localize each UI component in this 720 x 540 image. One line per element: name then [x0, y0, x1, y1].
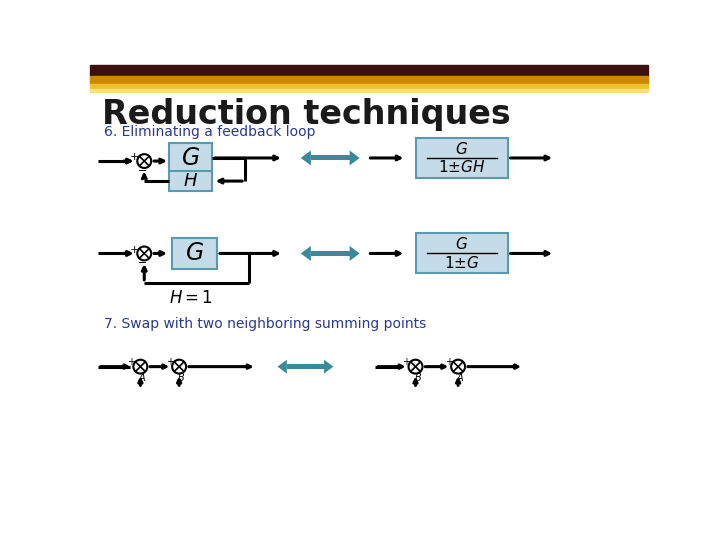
Bar: [90, 76, 648, 84]
Text: +: +: [127, 357, 135, 367]
Bar: [169, 143, 212, 173]
Text: $A$: $A$: [456, 372, 464, 383]
Bar: [311, 156, 350, 160]
Polygon shape: [277, 360, 287, 374]
Text: $G$: $G$: [456, 141, 469, 157]
Text: $A$: $A$: [138, 372, 147, 383]
Text: $1± GH$: $1± GH$: [438, 159, 486, 175]
Bar: [169, 171, 212, 191]
Polygon shape: [324, 360, 333, 374]
Text: $G$: $G$: [456, 236, 469, 252]
Bar: [287, 364, 324, 369]
Bar: [90, 65, 648, 76]
Polygon shape: [301, 246, 311, 261]
Text: $1± G$: $1± G$: [444, 255, 480, 271]
Polygon shape: [350, 246, 360, 261]
Text: −: −: [138, 166, 148, 176]
Text: $G$: $G$: [185, 241, 204, 266]
Text: $H$: $H$: [183, 172, 198, 190]
Text: +: +: [130, 152, 140, 162]
Text: $B$: $B$: [414, 372, 422, 383]
Polygon shape: [301, 151, 311, 165]
Bar: [311, 251, 350, 256]
Bar: [90, 89, 648, 92]
Text: $H=1$: $H=1$: [168, 289, 213, 307]
Text: +: +: [130, 245, 140, 254]
Bar: [416, 138, 508, 178]
Text: +: +: [166, 357, 174, 367]
Text: +: +: [402, 357, 410, 367]
Bar: [416, 233, 508, 273]
Text: 7. Swap with two neighboring summing points: 7. Swap with two neighboring summing poi…: [104, 316, 426, 330]
Text: +: +: [445, 357, 453, 367]
Polygon shape: [350, 151, 360, 165]
Bar: [172, 238, 217, 269]
Text: Reduction techniques: Reduction techniques: [102, 98, 510, 131]
Text: $B$: $B$: [177, 372, 186, 383]
Text: $G$: $G$: [181, 146, 200, 170]
Text: −: −: [138, 259, 148, 268]
Bar: [90, 84, 648, 89]
Text: 6. Eliminating a feedback loop: 6. Eliminating a feedback loop: [104, 125, 315, 139]
